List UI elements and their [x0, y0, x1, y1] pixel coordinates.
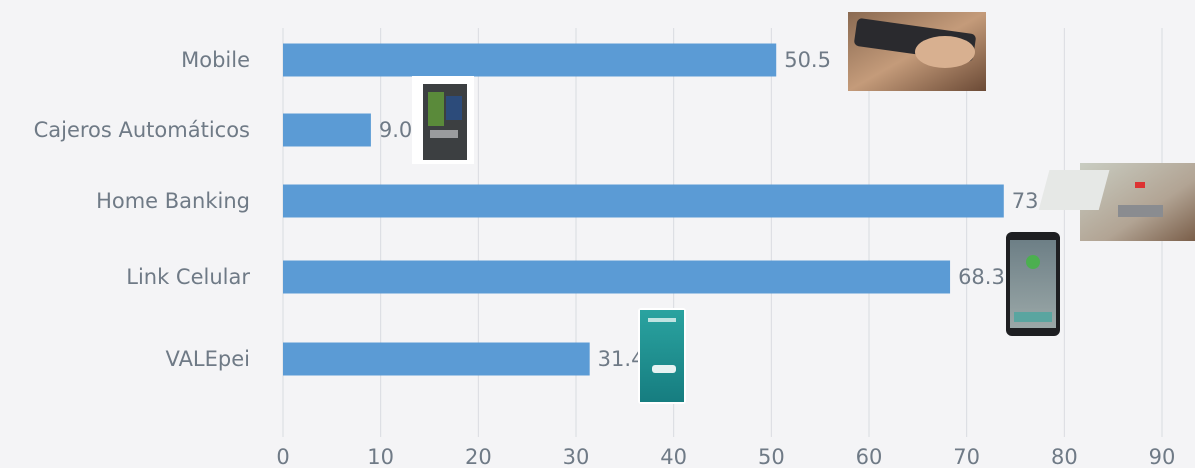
x-tick-label: 50 [758, 445, 785, 468]
bar [283, 43, 777, 77]
bar [283, 260, 951, 294]
category-label: Link Celular [126, 265, 250, 289]
category-labels: Mobile Cajeros Automáticos Home Banking Lin… [34, 48, 251, 371]
value-label: 50.5 [784, 48, 831, 72]
category-label: Mobile [181, 48, 250, 72]
gridlines [282, 28, 1163, 437]
x-tick-label: 20 [465, 445, 492, 468]
bar [283, 184, 1004, 218]
valepei-app-photo [638, 308, 686, 404]
category-label: VALEpei [166, 347, 250, 371]
x-tick-label: 80 [1051, 445, 1078, 468]
category-label: Home Banking [96, 189, 250, 213]
x-tick-label: 0 [276, 445, 289, 468]
bars [283, 43, 1004, 376]
x-tick-label: 30 [563, 445, 590, 468]
category-label: Cajeros Automáticos [34, 118, 250, 142]
x-tick-label: 70 [953, 445, 980, 468]
value-label: 68.3 [958, 265, 1005, 289]
smartphone-app-photo [1006, 232, 1060, 336]
x-tick-label: 60 [856, 445, 883, 468]
laptop-payment-photo [1038, 163, 1195, 241]
value-label: 31.4 [598, 347, 645, 371]
x-tick-label: 40 [660, 445, 687, 468]
value-label: 9.0 [379, 118, 412, 142]
bar [283, 342, 590, 376]
atm-machine-photo [412, 76, 474, 164]
x-axis-tick-labels: 0 10 20 30 40 50 60 70 80 90 [276, 445, 1175, 468]
phone-in-hand-photo [848, 12, 986, 91]
x-tick-label: 10 [367, 445, 394, 468]
x-tick-label: 90 [1149, 445, 1176, 468]
bar [283, 113, 371, 147]
